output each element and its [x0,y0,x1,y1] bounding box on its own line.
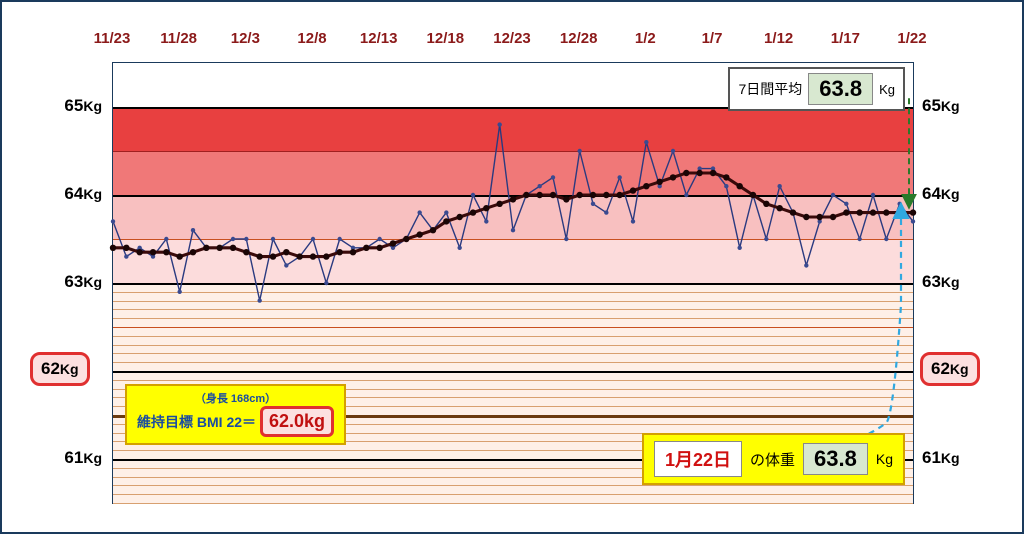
x-tick-label: 12/8 [297,30,326,47]
chart-frame: 11/23 11/28 12/3 12/8 12/13 12/18 12/23 12/28 1/… [0,0,1024,534]
current-weight-unit: Kg [876,451,893,467]
x-tick-label: 1/22 [897,30,926,47]
x-tick-label: 12/13 [360,30,398,47]
x-tick-label: 12/23 [493,30,531,47]
x-tick-label: 12/3 [231,30,260,47]
current-date: 1月22日 [654,441,742,477]
bmi-target-value: 62.0kg [260,406,334,437]
x-axis-labels: 11/2311/2812/312/812/1312/1812/2312/281/… [112,30,912,50]
x-tick-label: 1/17 [831,30,860,47]
bmi-prefix: 維持目標 BMI 22＝ [137,412,256,432]
seven-day-avg-label: 7日間平均 [738,79,802,99]
y-62-highlight-right: 62Kg [920,352,980,386]
x-tick-label: 12/28 [560,30,598,47]
y-tick-left: 61Kg [42,448,102,468]
y-tick-right: 61Kg [922,448,982,468]
x-tick-label: 11/23 [94,30,131,47]
y-tick-right: 65Kg [922,96,982,116]
x-tick-label: 11/28 [160,30,197,47]
y-tick-right: 63Kg [922,272,982,292]
y-tick-left: 63Kg [42,272,102,292]
x-tick-label: 1/12 [764,30,793,47]
y-tick-left: 65Kg [42,96,102,116]
x-tick-label: 12/18 [427,30,465,47]
seven-day-avg-value: 63.8 [808,73,873,105]
y-tick-left: 64Kg [42,184,102,204]
y-tick-right: 64Kg [922,184,982,204]
bmi-height-label: （身長 168cm） [137,390,334,406]
weight-label: の体重 [750,449,795,470]
y-62-highlight-left: 62Kg [30,352,90,386]
seven-day-avg-callout: 7日間平均 63.8 Kg [728,67,905,111]
bmi-target-box: （身長 168cm） 維持目標 BMI 22＝ 62.0kg [125,384,346,445]
current-weight-value: 63.8 [803,443,868,475]
seven-day-avg-unit: Kg [879,82,895,97]
x-tick-label: 1/2 [635,30,656,47]
x-tick-label: 1/7 [702,30,723,47]
plot-area: 7日間平均 63.8 Kg （身長 168cm） 維持目標 BMI 22＝ 62… [112,62,914,504]
current-weight-box: 1月22日 の体重 63.8 Kg [642,433,905,485]
